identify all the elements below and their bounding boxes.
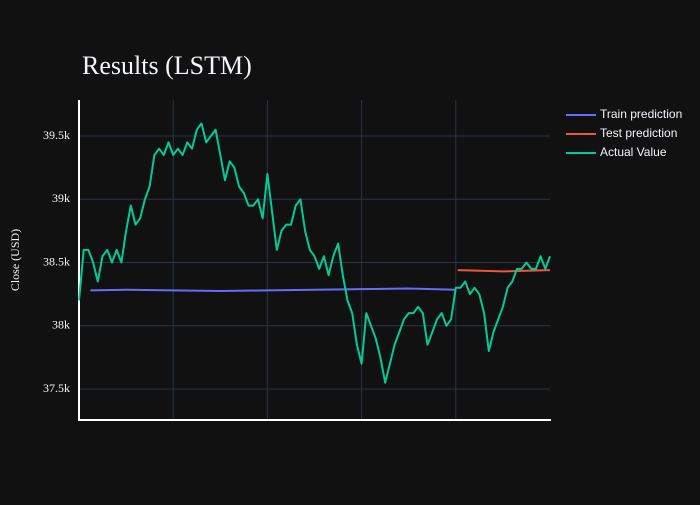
legend-label[interactable]: Train prediction — [600, 107, 682, 121]
data-line — [78, 122, 551, 384]
legend-label[interactable]: Actual Value — [600, 145, 667, 159]
data-line — [90, 287, 456, 292]
y-tick-label: 37.5k — [43, 381, 70, 395]
legend-label[interactable]: Test prediction — [600, 126, 677, 140]
y-tick-label: 38.5k — [43, 254, 70, 268]
chart-title: Results (LSTM) — [82, 51, 252, 80]
y-axis-label: Close (USD) — [8, 229, 22, 291]
y-tick-label: 39.5k — [43, 128, 70, 142]
y-tick-label: 38k — [52, 318, 70, 332]
y-tick-label: 39k — [52, 191, 70, 205]
data-line — [457, 269, 551, 273]
